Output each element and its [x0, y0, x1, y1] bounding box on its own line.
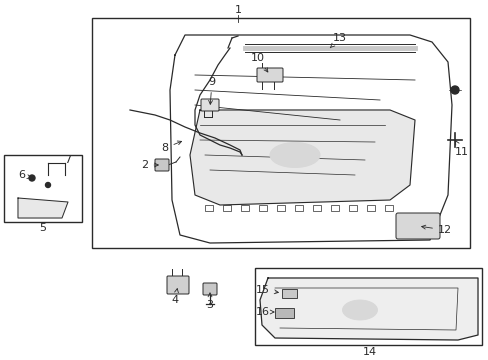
- Text: 4: 4: [171, 289, 178, 305]
- Circle shape: [29, 175, 35, 181]
- Text: 2: 2: [141, 160, 158, 170]
- Ellipse shape: [269, 143, 319, 167]
- Text: 6: 6: [19, 170, 31, 180]
- FancyBboxPatch shape: [203, 283, 217, 295]
- Bar: [92, 18, 469, 248]
- Text: 16: 16: [256, 307, 273, 317]
- FancyBboxPatch shape: [281, 288, 296, 297]
- Bar: [4, 155, 82, 222]
- Polygon shape: [260, 278, 477, 340]
- Text: 11: 11: [454, 141, 468, 157]
- FancyBboxPatch shape: [167, 276, 189, 294]
- Bar: [384, 205, 392, 211]
- Text: 12: 12: [421, 225, 451, 235]
- Bar: [204, 205, 213, 211]
- Text: 1: 1: [234, 5, 241, 15]
- Circle shape: [45, 183, 50, 188]
- Text: 5: 5: [40, 223, 46, 233]
- Bar: [294, 205, 303, 211]
- Ellipse shape: [342, 300, 377, 320]
- Bar: [259, 205, 266, 211]
- Bar: [348, 205, 356, 211]
- FancyBboxPatch shape: [257, 68, 283, 82]
- Bar: [312, 205, 320, 211]
- Text: 15: 15: [256, 285, 278, 295]
- Polygon shape: [18, 198, 68, 218]
- Text: 9: 9: [208, 77, 215, 104]
- Bar: [330, 205, 338, 211]
- Text: 7: 7: [64, 155, 71, 165]
- FancyBboxPatch shape: [201, 99, 219, 111]
- FancyBboxPatch shape: [395, 213, 439, 239]
- Text: 13: 13: [329, 33, 346, 48]
- Bar: [223, 205, 230, 211]
- Polygon shape: [190, 110, 414, 205]
- Bar: [366, 205, 374, 211]
- Bar: [241, 205, 248, 211]
- Circle shape: [450, 86, 458, 94]
- Text: 3: 3: [206, 293, 213, 310]
- Bar: [254, 268, 481, 345]
- FancyBboxPatch shape: [155, 159, 169, 171]
- FancyBboxPatch shape: [274, 307, 293, 318]
- Text: 10: 10: [250, 53, 267, 72]
- Bar: [276, 205, 285, 211]
- Text: 14: 14: [362, 347, 376, 357]
- Text: 8: 8: [161, 141, 181, 153]
- Polygon shape: [170, 35, 451, 243]
